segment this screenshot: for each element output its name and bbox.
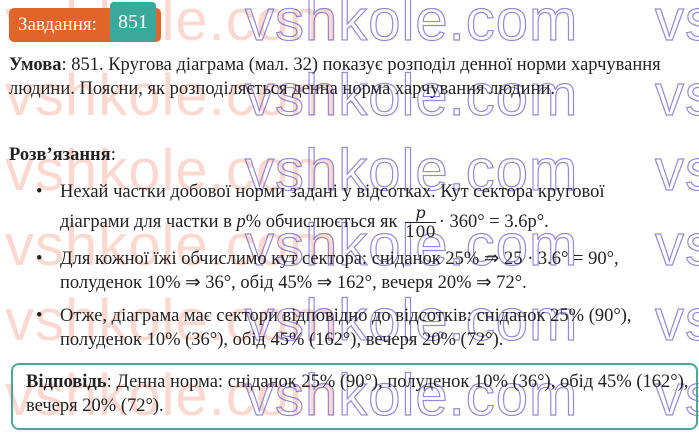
condition-text: : 851. Кругова діаграма (мал. 32) показу… bbox=[9, 55, 661, 99]
answer-title: Відповідь bbox=[26, 372, 107, 392]
solution-title: Розв’язання bbox=[9, 145, 111, 165]
bullet-text: % обчислюється як bbox=[245, 211, 403, 232]
condition-title: Умова bbox=[9, 55, 62, 75]
answer-box: Відповідь: Денна норма: сніданок 25% (90… bbox=[11, 363, 698, 430]
list-item: Отже, діаграма має сектори відповідно до… bbox=[0, 304, 680, 352]
solution-list: Нехай частки добової норми задані у відс… bbox=[0, 180, 699, 352]
bullet-text: · 360° = 3.6p°. bbox=[438, 211, 549, 232]
list-item: Нехай частки добової норми задані у відс… bbox=[0, 180, 660, 241]
task-badge: Завдання: 851 bbox=[9, 2, 161, 42]
task-number: 851 bbox=[110, 2, 156, 42]
fraction-numerator: p bbox=[405, 204, 436, 223]
task-label: Завдання: bbox=[18, 14, 97, 35]
watermark: vshkole.com bbox=[654, 0, 699, 53]
list-item: Для кожної їжі обчислимо кут сектора: сн… bbox=[0, 247, 680, 295]
answer-text: : Денна норма: сніданок 25% (90°), полуд… bbox=[26, 372, 689, 416]
bullet-text: Нехай частки добової норми задані у відс… bbox=[60, 182, 605, 232]
fraction-denominator: 100 bbox=[405, 222, 436, 241]
solution-heading: Розв’язання: bbox=[9, 145, 116, 165]
math-var: p bbox=[236, 211, 246, 232]
condition: Умова: 851. Кругова діаграма (мал. 32) п… bbox=[9, 53, 689, 101]
watermark: vshkole.com bbox=[244, 0, 579, 53]
fraction: p 100 bbox=[405, 204, 436, 241]
